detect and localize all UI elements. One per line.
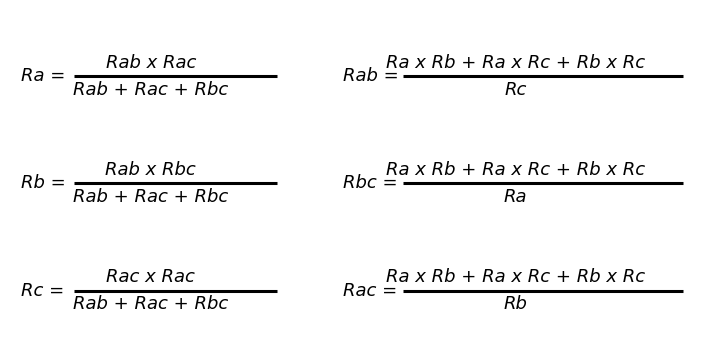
Text: Ra: Ra (503, 188, 527, 206)
Text: Rab + Rac + Rbc: Rab + Rac + Rbc (73, 81, 229, 99)
Text: Ra x Rb + Ra x Rc + Rb x Rc: Ra x Rb + Ra x Rc + Rb x Rc (386, 161, 645, 179)
Text: Rc: Rc (504, 81, 526, 99)
Text: Ra x Rb + Ra x Rc + Rb x Rc: Ra x Rb + Ra x Rc + Rb x Rc (386, 268, 645, 286)
Text: Rbc =: Rbc = (343, 174, 398, 192)
Text: Rac x Rac: Rac x Rac (107, 268, 195, 286)
Text: Rab =: Rab = (343, 67, 400, 85)
Text: Rab + Rac + Rbc: Rab + Rac + Rbc (73, 188, 229, 206)
Text: Rab x Rac: Rab x Rac (106, 54, 196, 72)
Text: Rab + Rac + Rbc: Rab + Rac + Rbc (73, 295, 229, 313)
Text: Ra x Rb + Ra x Rc + Rb x Rc: Ra x Rb + Ra x Rc + Rb x Rc (386, 54, 645, 72)
Text: Ra =: Ra = (21, 67, 65, 85)
Text: Rc =: Rc = (21, 282, 64, 300)
Text: Rab x Rbc: Rab x Rbc (105, 161, 196, 179)
Text: Rb: Rb (503, 295, 527, 313)
Text: Rb =: Rb = (21, 174, 66, 192)
Text: Rac =: Rac = (343, 282, 397, 300)
